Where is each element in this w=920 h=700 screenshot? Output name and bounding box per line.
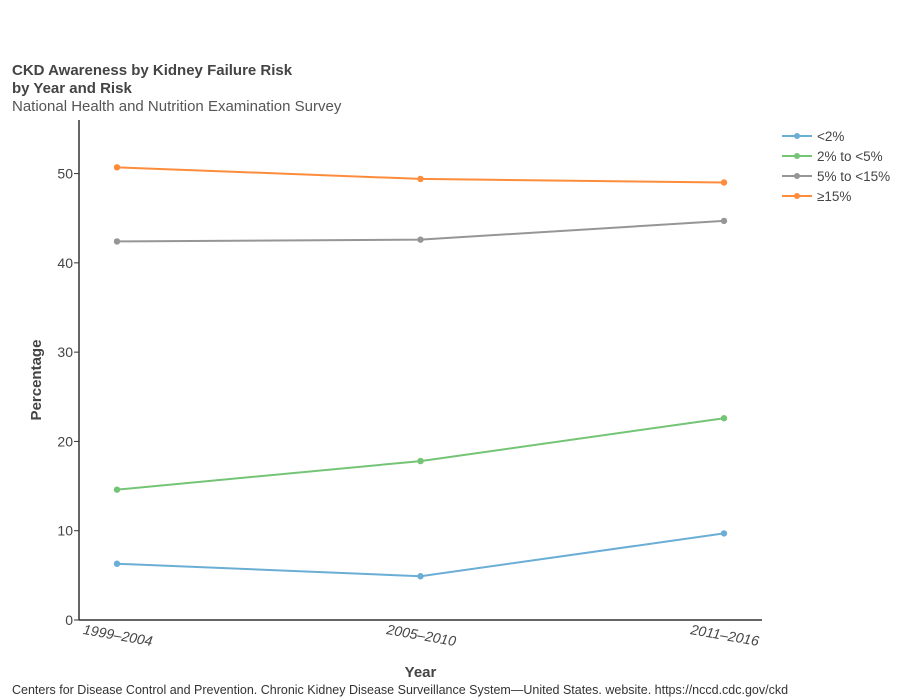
legend-item[interactable]: 5% to <15% xyxy=(782,166,890,186)
data-point xyxy=(720,530,728,537)
series-layer xyxy=(113,164,728,580)
data-point xyxy=(417,573,424,580)
legend-marker xyxy=(794,153,800,159)
legend-marker xyxy=(794,173,800,179)
x-tick-label: 2005–2010 xyxy=(384,621,457,649)
legend-label: ≥15% xyxy=(817,188,852,204)
data-point xyxy=(417,236,424,243)
x-tick-label: 2011–2016 xyxy=(688,621,760,649)
y-tick-label: 40 xyxy=(57,255,73,271)
series-0 xyxy=(113,530,728,580)
series-2 xyxy=(113,217,728,245)
x-tick-label: 1999–2004 xyxy=(82,621,154,649)
x-axis-title: Year xyxy=(405,664,437,681)
data-point xyxy=(720,179,728,186)
y-tick-label: 30 xyxy=(57,344,73,360)
axes-group: 0 10 20 30 40 50 1999–2004 2005–2010 2011–2016 Ye… xyxy=(28,120,762,681)
data-point xyxy=(720,415,728,422)
y-tick-label: 0 xyxy=(65,612,73,628)
chart-title-line2: by Year and Risk xyxy=(12,80,132,97)
series-3 xyxy=(113,164,728,186)
legend-label: <2% xyxy=(817,128,845,144)
data-point xyxy=(417,175,424,183)
legend-swatch xyxy=(782,186,812,206)
data-point xyxy=(113,164,121,171)
legend-marker xyxy=(794,193,800,199)
source-note: Centers for Disease Control and Preventi… xyxy=(12,683,789,697)
y-tick-label: 50 xyxy=(57,166,73,182)
legend-label: 2% to <5% xyxy=(817,148,883,164)
legend-item[interactable]: 2% to <5% xyxy=(782,146,890,166)
legend-item[interactable]: ≥15% xyxy=(782,186,890,206)
data-point xyxy=(720,217,728,225)
y-tick-label: 10 xyxy=(57,523,73,539)
series-1 xyxy=(113,415,728,493)
chart-subtitle: National Health and Nutrition Examinatio… xyxy=(12,98,342,115)
legend-swatch xyxy=(782,146,812,166)
series-line xyxy=(116,417,725,491)
chart-title-block: CKD Awareness by Kidney Failure Risk by … xyxy=(12,62,341,116)
legend-marker xyxy=(794,133,800,139)
legend: <2% 2% to <5% 5% to <15% ≥15% xyxy=(782,126,890,206)
legend-label: 5% to <15% xyxy=(817,168,891,184)
legend-swatch xyxy=(782,126,812,146)
data-point xyxy=(113,238,121,245)
y-tick-label: 20 xyxy=(57,433,73,449)
data-point xyxy=(113,486,121,493)
legend-swatch xyxy=(782,166,812,186)
data-point xyxy=(113,560,121,567)
chart-title: CKD Awareness by Kidney Failure Risk xyxy=(12,62,293,79)
y-axis-title: Percentage xyxy=(28,340,45,421)
series-line xyxy=(116,532,725,578)
legend-item[interactable]: <2% xyxy=(782,126,890,146)
data-point xyxy=(417,457,424,465)
